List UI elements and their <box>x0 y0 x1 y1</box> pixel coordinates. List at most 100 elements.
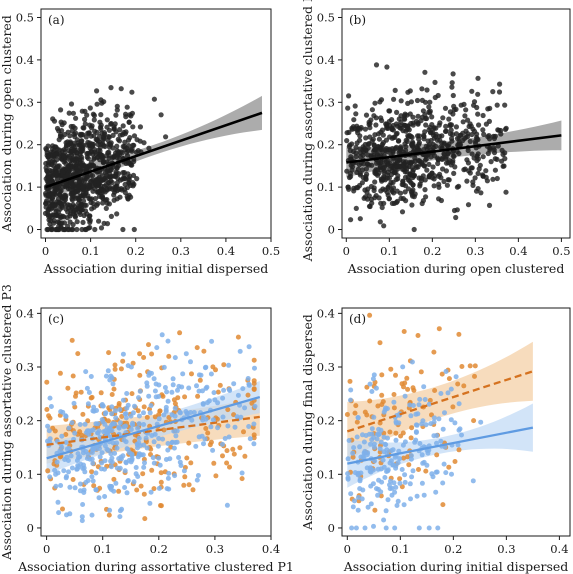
panel-c-data-point <box>129 451 135 457</box>
panel-d-data-point <box>438 391 444 396</box>
panel-c-data-point <box>200 401 206 407</box>
panel-b-data-point <box>388 164 394 170</box>
panel-d-data-point <box>412 439 418 445</box>
panel-b-data-point <box>475 91 481 97</box>
panel-d-x-tick-label: 0.1 <box>391 542 409 556</box>
panel-c-data-point <box>70 373 76 379</box>
panel-d-data-point <box>401 455 407 461</box>
panel-a-data-point <box>94 88 100 94</box>
panel-c-data-point <box>156 436 162 441</box>
panel-c-data-point <box>142 460 147 466</box>
panel-c-data-point <box>161 427 167 433</box>
panel-c-data-point <box>183 351 189 357</box>
panel-a-data-point <box>87 184 93 190</box>
panel-a-y-tick-label: 0 <box>27 223 34 237</box>
panel-c-data-point <box>240 386 246 392</box>
panel-d-data-point <box>450 404 456 410</box>
panel-a-data-point <box>59 148 65 154</box>
panel-a-y-axis-label: Association during open clustered <box>0 15 14 233</box>
panel-c-data-point <box>237 348 243 354</box>
panel-c-data-point <box>203 416 209 422</box>
panel-d-data-point <box>385 497 391 503</box>
panel-d-data-point <box>431 415 437 421</box>
panel-c-data-point <box>172 405 178 411</box>
panel-b-data-point <box>398 144 404 150</box>
panel-b-data-point <box>436 122 442 128</box>
panel-b-data-point <box>451 170 457 176</box>
panel-c-data-point <box>116 403 122 409</box>
panel-b-data-point <box>364 161 370 167</box>
panel-d-data-point <box>357 444 363 450</box>
panel-a-data-point <box>74 226 80 233</box>
panel-c-data-point <box>130 420 135 426</box>
panel-d-data-point <box>433 469 439 475</box>
panel-b-data-point <box>432 79 438 85</box>
panel-d-data-point <box>379 372 385 378</box>
panel-c-tag: (c) <box>48 312 64 326</box>
panel-c-data-point <box>141 422 147 427</box>
panel-d-data-point <box>364 384 370 390</box>
panel-c-data-point <box>149 351 155 357</box>
panel-a-data-point <box>58 107 64 113</box>
panel-a-data-point <box>102 175 108 182</box>
panel-b-data-point <box>442 105 449 111</box>
panel-c-data-point <box>67 511 73 517</box>
panel-b-data-point <box>404 112 410 118</box>
panel-b-data-point <box>410 114 416 120</box>
panel-c-data-point <box>221 387 227 393</box>
panel-b-data-point <box>414 147 420 154</box>
panel-a-data-point <box>89 206 95 212</box>
panel-a-data-point <box>70 226 76 233</box>
panel-c-data-point <box>165 338 171 344</box>
panel-a-data-point <box>68 101 75 107</box>
panel-c-data-point <box>181 482 187 488</box>
panel-c-data-point <box>102 443 108 449</box>
panel-b-data-point <box>399 181 405 188</box>
panel-b-data-point <box>503 125 509 131</box>
panel-b-data-point <box>387 108 393 114</box>
panel-c-data-point <box>210 364 216 370</box>
panel-c-data-point <box>129 391 135 397</box>
panel-a-data-point <box>49 194 56 201</box>
panel-a-data-point <box>58 188 64 194</box>
panel-c-data-point <box>122 468 128 474</box>
panel-b-fit-line <box>346 134 562 164</box>
panel-a-data-point <box>83 226 89 233</box>
panel-c-data-point <box>226 434 232 440</box>
panel-b-data-point <box>474 154 480 160</box>
panel-b-data-point <box>389 200 395 206</box>
panel-c-data-point <box>117 514 123 520</box>
panel-c-data-point <box>97 454 103 460</box>
panel-d-data-point <box>402 472 408 478</box>
panel-d-x-tick-label: 0.2 <box>444 542 462 556</box>
panel-c-data-point <box>203 385 209 391</box>
panel-c-data-point <box>106 350 112 356</box>
panel-c-data-point <box>141 491 147 497</box>
panel-b-data-point <box>386 196 392 202</box>
panel-c-data-point <box>52 428 58 434</box>
panel-c-data-point <box>73 393 78 399</box>
panel-b-data-point <box>423 194 429 200</box>
panel-c-data-point <box>142 516 148 522</box>
panel-a-data-point <box>118 86 124 92</box>
panel-c-data-point <box>176 455 182 460</box>
panel-c-data-point <box>108 373 114 379</box>
panel-a-data-point <box>70 155 76 161</box>
panel-a-data-point <box>70 123 76 130</box>
panel-a-y-tick-label: 0.2 <box>16 138 34 152</box>
panel-a-x-tick-label: 0 <box>42 244 49 258</box>
panel-c-data-point <box>99 417 105 423</box>
panel-b-data-point <box>453 124 459 130</box>
panel-b-data-point <box>450 92 456 99</box>
panel-c-data-point <box>210 447 216 453</box>
panel-c-data-point <box>146 342 151 348</box>
panel-b-data-point <box>411 226 417 233</box>
panel-a-data-point <box>80 142 86 148</box>
panel-b-fit-lines <box>346 134 562 164</box>
panel-d-y-tick-label: 0.4 <box>317 306 335 320</box>
panel-b-data-point <box>426 144 432 150</box>
panel-c-data-point <box>84 385 90 391</box>
panel-c-data-point <box>174 428 180 434</box>
panel-c-x-tick-label: 0 <box>43 542 50 556</box>
panel-b-data-point <box>382 177 388 183</box>
